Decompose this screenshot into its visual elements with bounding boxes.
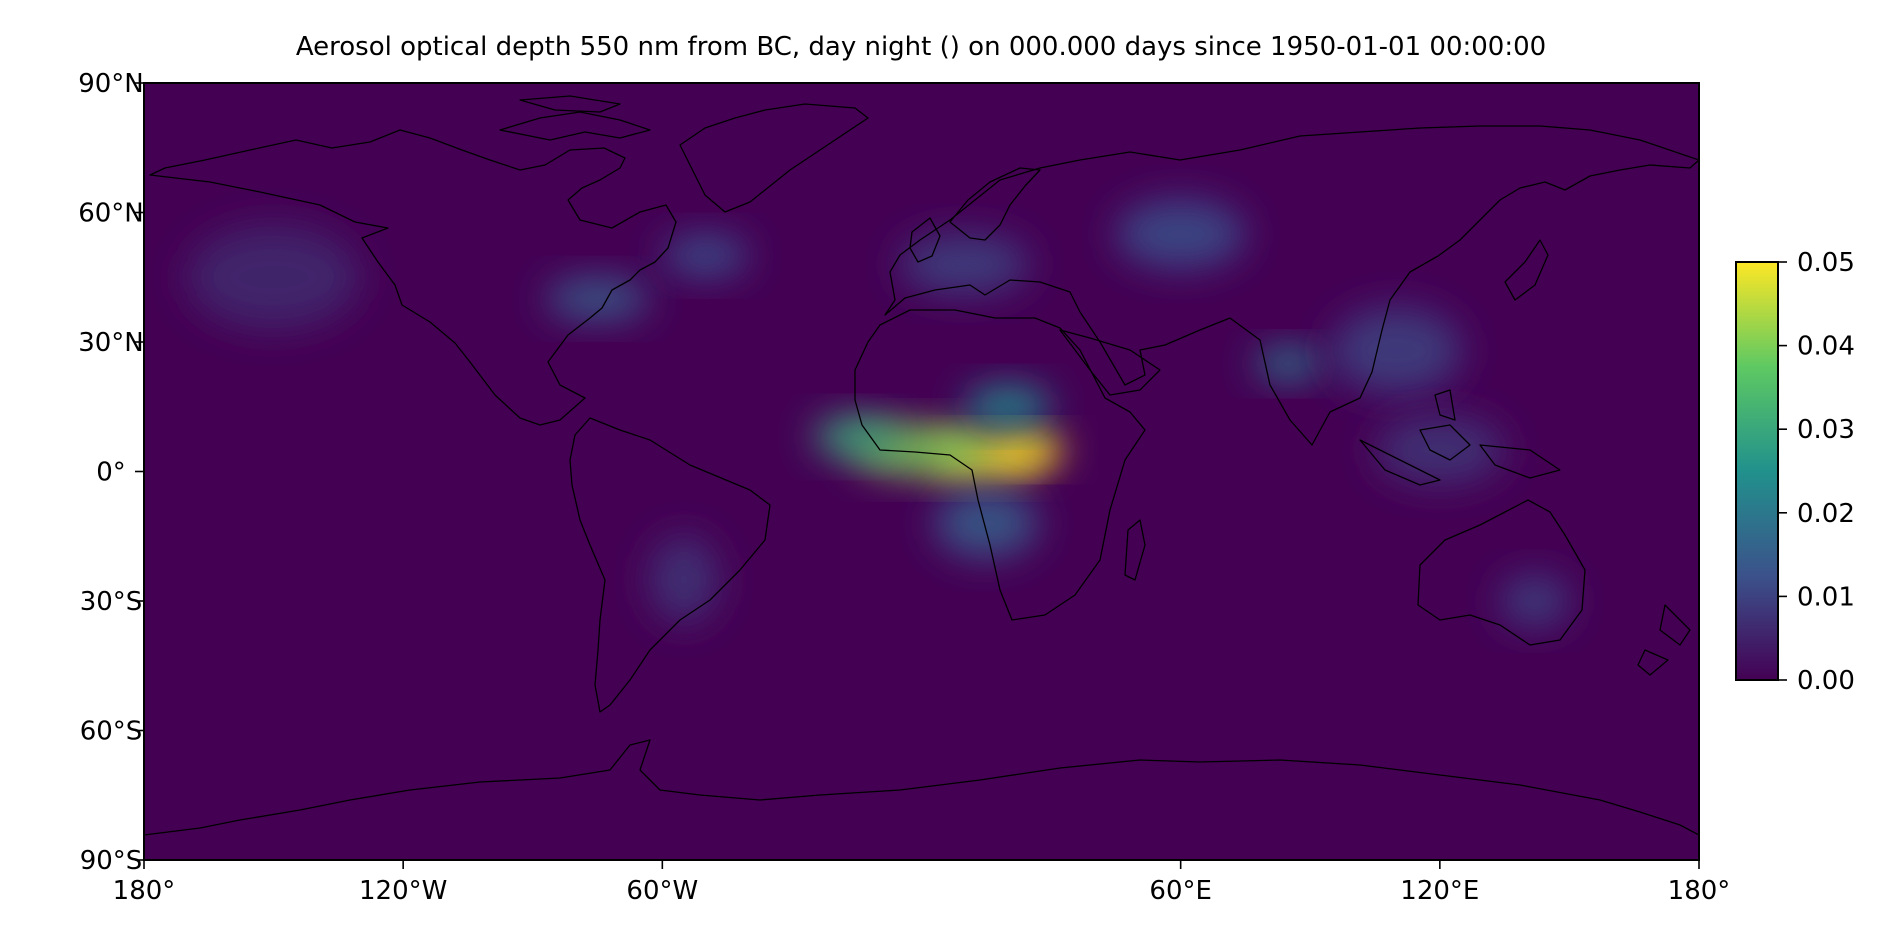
aerosol-plume <box>545 277 650 321</box>
aerosol-plume <box>813 415 900 459</box>
coastline-uk <box>909 217 941 263</box>
lat-tick-label: 60°S <box>80 717 143 747</box>
coastline-arctic-islands <box>499 95 651 141</box>
colorbar-tick-label: 0.03 <box>1797 415 1855 445</box>
lat-tick-label: 90°N <box>78 69 144 99</box>
coastline-japan <box>1504 239 1549 301</box>
coastline-australia <box>1417 499 1586 646</box>
coastline-greenland <box>679 103 869 213</box>
lat-tick-label: 60°N <box>78 199 144 229</box>
colorbar-tick-label: 0.04 <box>1797 332 1855 362</box>
latitude-axis: 90°N 60°N 30°N 0° 30°S 60°S 90°S <box>78 69 144 876</box>
coastline-antarctica <box>144 739 1699 836</box>
coastline-south-america <box>569 417 771 713</box>
aerosol-plume <box>964 385 1052 429</box>
aerosol-field <box>187 199 1570 627</box>
aerosol-plume <box>1375 415 1505 485</box>
longitude-axis: 180° 120°W 60°W 60°E 120°E 180° <box>113 860 1731 906</box>
coastline-indonesia <box>1359 389 1561 486</box>
aerosol-plume <box>187 225 360 330</box>
aerosol-plume <box>934 488 1039 558</box>
aerosol-plume <box>899 234 1030 295</box>
coastline-madagascar <box>1124 519 1146 581</box>
lon-tick-label: 120°E <box>1400 876 1479 906</box>
aerosol-plume <box>1254 346 1324 381</box>
lat-tick-label: 30°S <box>80 587 143 617</box>
coastline-eurasia <box>884 125 1699 446</box>
aerosol-plume <box>1500 575 1570 627</box>
coastline-scandinavia <box>949 167 1041 241</box>
coastline-arabia <box>1059 329 1161 396</box>
lat-tick-label: 30°N <box>78 328 144 358</box>
colorbar-gradient <box>1735 261 1779 681</box>
aerosol-plume <box>1331 307 1462 394</box>
map-area <box>143 82 1700 861</box>
lon-tick-label: 180° <box>113 876 176 906</box>
colorbar-tick-label: 0.00 <box>1797 666 1855 696</box>
colorbar-tick-label: 0.02 <box>1797 499 1855 529</box>
coastline-north-america <box>149 129 677 426</box>
lon-tick-label: 60°W <box>626 876 698 906</box>
colorbar-ticks: 0.00 0.01 0.02 0.03 0.04 0.05 <box>1778 248 1855 696</box>
lat-tick-label: 0° <box>96 458 126 488</box>
aerosol-plume <box>1115 199 1246 269</box>
lon-tick-label: 60°E <box>1149 876 1212 906</box>
coastlines <box>144 95 1699 836</box>
colorbar: 0.00 0.01 0.02 0.03 0.04 0.05 <box>1735 248 1855 696</box>
colorbar-tick-label: 0.01 <box>1797 582 1855 612</box>
lat-tick-label: 90°S <box>80 846 143 876</box>
aerosol-plume <box>994 432 1065 468</box>
lon-tick-label: 180° <box>1668 876 1731 906</box>
coastline-africa <box>854 309 1146 621</box>
coastline-new-zealand <box>1637 604 1691 676</box>
colorbar-tick-label: 0.05 <box>1797 248 1855 278</box>
aerosol-plume <box>649 536 719 623</box>
lon-tick-label: 120°W <box>359 876 447 906</box>
aerosol-plume <box>662 234 749 278</box>
map-title: Aerosol optical depth 550 nm from BC, da… <box>296 32 1546 62</box>
